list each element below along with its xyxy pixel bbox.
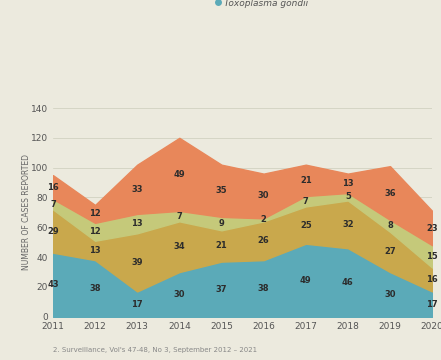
Y-axis label: NUMBER OF CASES REPORTED: NUMBER OF CASES REPORTED: [22, 154, 31, 270]
Text: 23: 23: [426, 224, 438, 233]
Text: 38: 38: [90, 284, 101, 293]
Text: 35: 35: [216, 186, 227, 195]
Text: 39: 39: [131, 258, 143, 267]
Text: 36: 36: [384, 189, 396, 198]
Text: 13: 13: [342, 179, 354, 188]
Text: 17: 17: [426, 300, 438, 309]
Text: 17: 17: [131, 300, 143, 309]
Text: 46: 46: [342, 278, 354, 287]
Legend: Salmonella Brandenburg, Campylobacter jejuni, Campylobacter fetus fetus, Toxopla: Salmonella Brandenburg, Campylobacter je…: [217, 0, 344, 8]
Text: 49: 49: [173, 170, 185, 179]
Text: 13: 13: [131, 219, 143, 228]
Text: 37: 37: [216, 285, 227, 294]
Text: 32: 32: [342, 220, 354, 229]
Text: 7: 7: [303, 197, 309, 206]
Text: 30: 30: [384, 290, 396, 299]
Text: 25: 25: [300, 221, 312, 230]
Text: 26: 26: [258, 236, 269, 245]
Text: 15: 15: [426, 252, 438, 261]
Text: 33: 33: [131, 185, 143, 194]
Text: 21: 21: [216, 242, 228, 251]
Text: 13: 13: [89, 246, 101, 255]
Text: 7: 7: [176, 212, 182, 221]
Text: 30: 30: [258, 192, 269, 201]
Text: 30: 30: [174, 290, 185, 299]
Text: 7: 7: [50, 200, 56, 209]
Text: 34: 34: [173, 242, 185, 251]
Text: 9: 9: [219, 219, 224, 228]
Text: 5: 5: [345, 192, 351, 201]
Text: 49: 49: [300, 276, 312, 285]
Text: 16: 16: [47, 183, 59, 192]
Text: 2. Surveillance, Vol's 47-48, No 3, September 2012 – 2021: 2. Surveillance, Vol's 47-48, No 3, Sept…: [53, 347, 257, 353]
Text: 12: 12: [89, 210, 101, 219]
Text: 43: 43: [47, 280, 59, 289]
Text: 21: 21: [300, 176, 312, 185]
Text: 12: 12: [89, 227, 101, 236]
Text: 29: 29: [47, 226, 59, 235]
Text: 8: 8: [387, 221, 393, 230]
Text: 27: 27: [384, 247, 396, 256]
Text: 2: 2: [261, 215, 266, 224]
Text: 38: 38: [258, 284, 269, 293]
Text: 16: 16: [426, 275, 438, 284]
